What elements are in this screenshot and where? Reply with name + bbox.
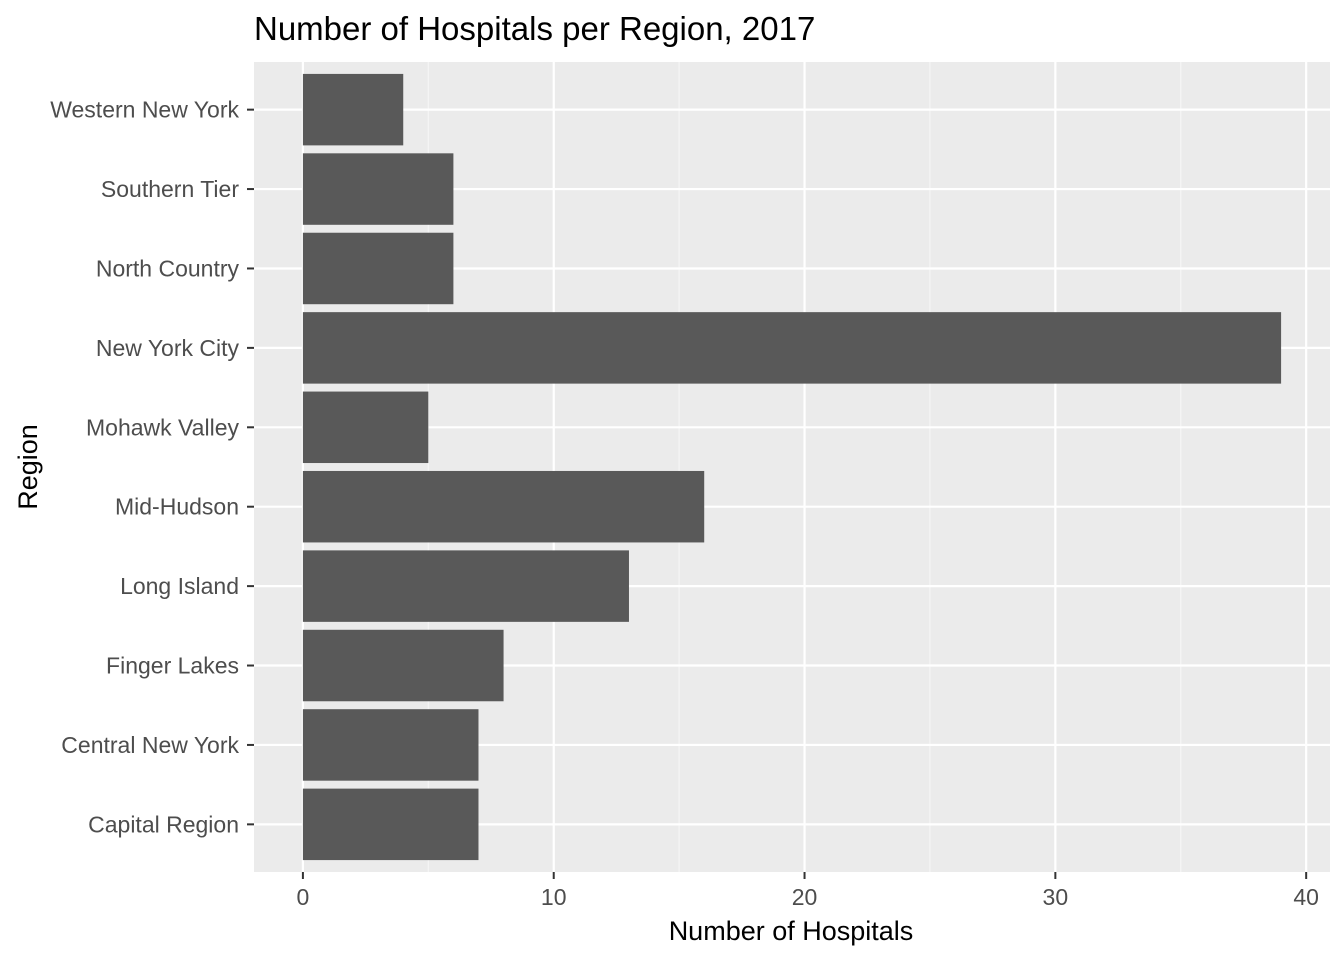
bar-western-new-york bbox=[302, 73, 404, 146]
y-tick-label: New York City bbox=[96, 335, 240, 361]
y-tick-label: Mohawk Valley bbox=[86, 414, 239, 440]
chart-title: Number of Hospitals per Region, 2017 bbox=[254, 10, 815, 47]
y-tick-label: Southern Tier bbox=[101, 176, 239, 202]
x-tick-label: 40 bbox=[1293, 884, 1319, 910]
y-tick-label: Western New York bbox=[50, 97, 239, 123]
bar-mohawk-valley bbox=[302, 391, 429, 464]
bar-long-island bbox=[302, 550, 629, 622]
bars bbox=[302, 73, 1282, 861]
bar-new-york-city bbox=[302, 312, 1282, 384]
y-tick-label: Capital Region bbox=[88, 811, 239, 837]
bar-southern-tier bbox=[302, 153, 454, 225]
x-tick-label: 30 bbox=[1043, 884, 1069, 910]
x-axis-title: Number of Hospitals bbox=[669, 916, 914, 946]
y-tick-label: North Country bbox=[96, 255, 240, 281]
bar-north-country bbox=[302, 232, 454, 305]
y-tick-label: Mid-Hudson bbox=[115, 494, 239, 520]
x-tick-label: 20 bbox=[792, 884, 818, 910]
bar-mid-hudson bbox=[302, 470, 705, 543]
x-tick-label: 10 bbox=[541, 884, 567, 910]
y-tick-label: Central New York bbox=[61, 732, 239, 758]
y-axis-title: Region bbox=[13, 424, 43, 510]
y-tick-label: Long Island bbox=[120, 573, 239, 599]
x-axis: 0 10 20 30 40 bbox=[297, 872, 1319, 910]
x-tick-label: 0 bbox=[297, 884, 310, 910]
bar-finger-lakes bbox=[302, 629, 504, 702]
y-tick-label: Finger Lakes bbox=[106, 653, 239, 679]
bar-capital-region bbox=[302, 788, 479, 861]
major-gridlines bbox=[254, 62, 1330, 872]
bar-central-new-york bbox=[302, 709, 479, 781]
y-axis: Capital Region Central New York Finger Lak… bbox=[50, 97, 254, 837]
